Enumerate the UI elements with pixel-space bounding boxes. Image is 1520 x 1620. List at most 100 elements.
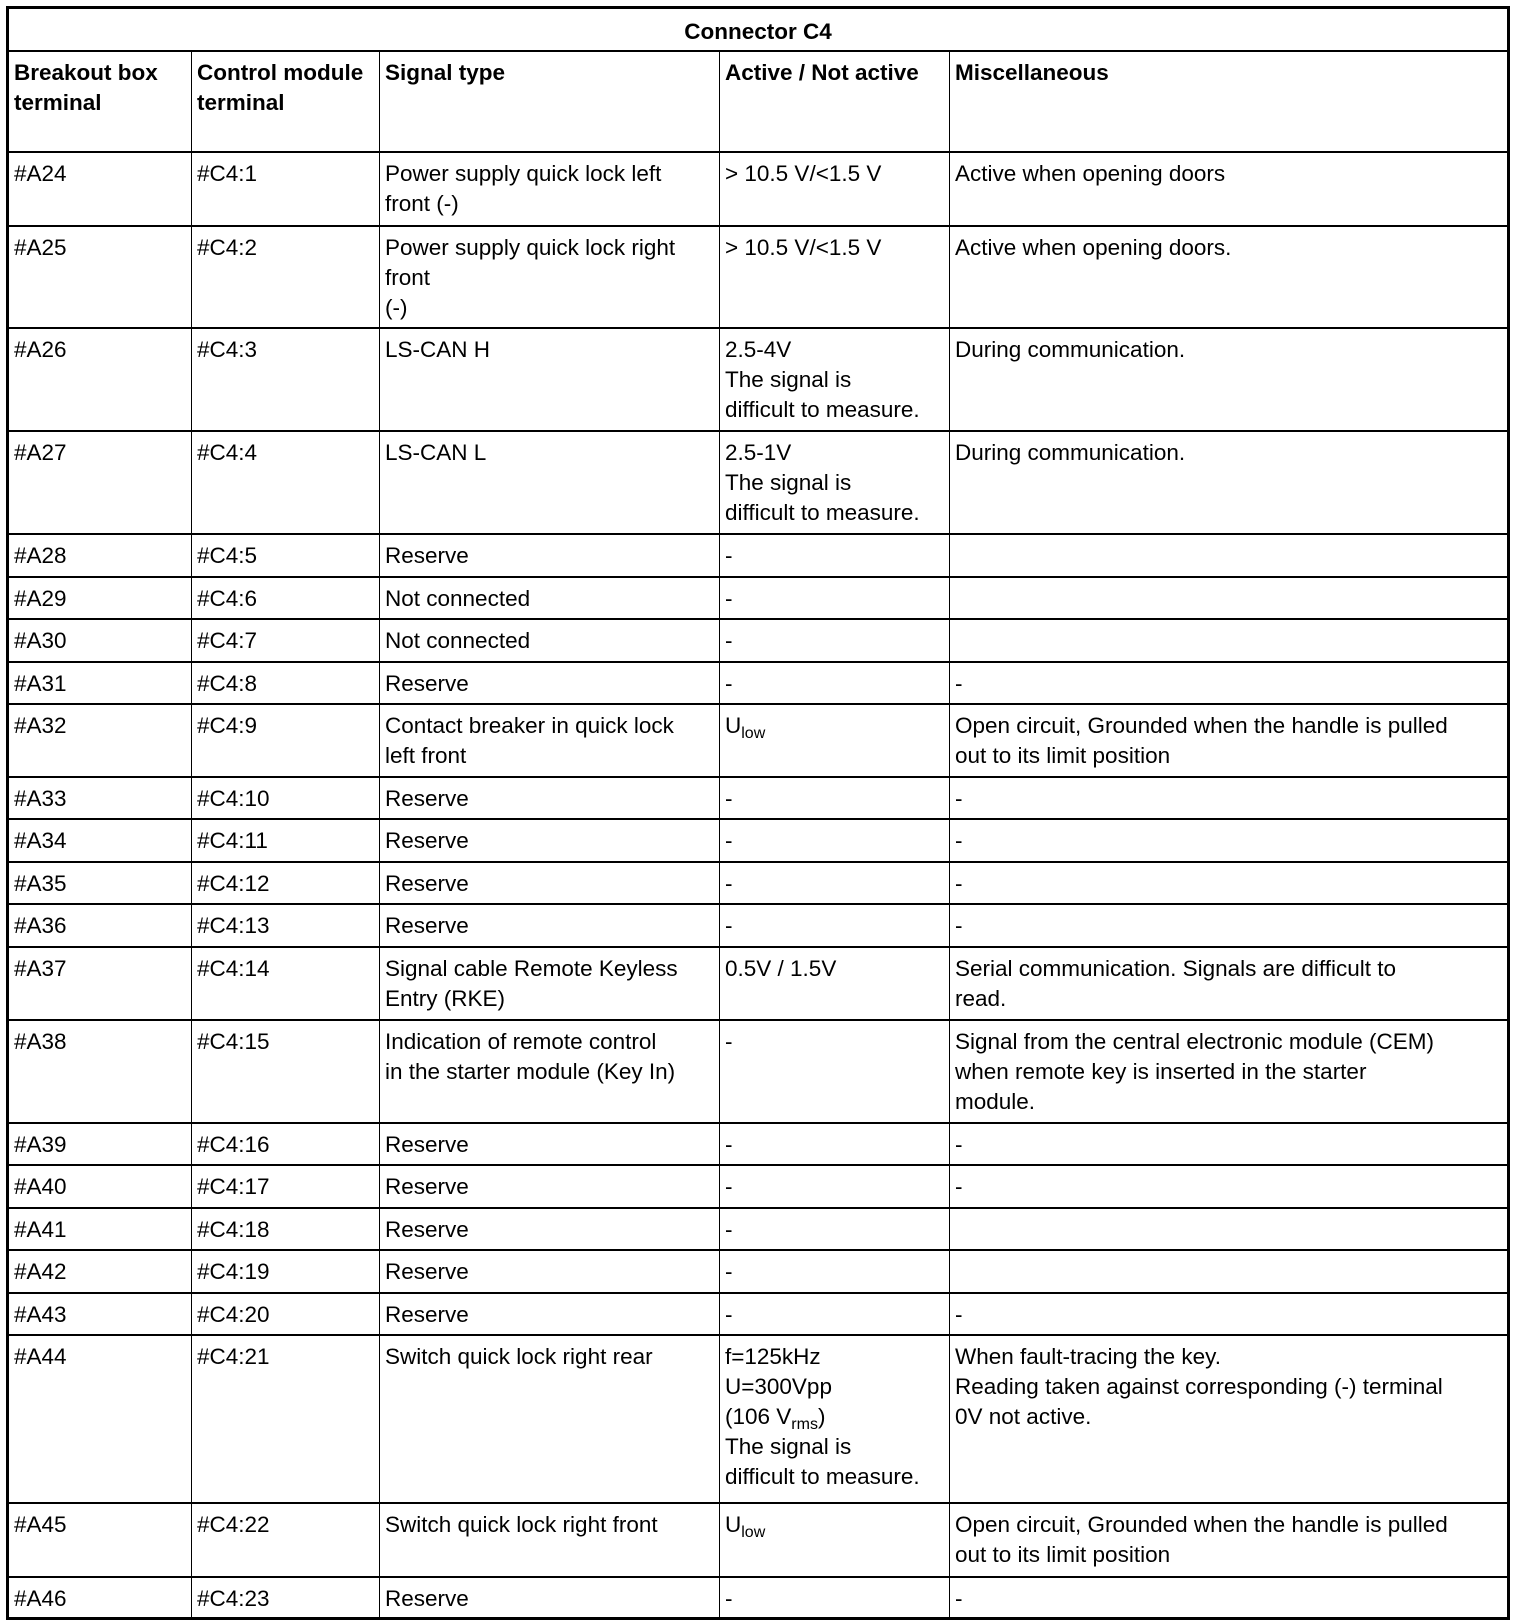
table-row: #A26 #C4:3 LS-CAN H 2.5-4V The signal is diff…	[7, 327, 1509, 432]
cell-line: > 10.5 V/<1.5 V	[725, 235, 882, 260]
cell-line: #C4:21	[197, 1344, 270, 1369]
connector-c4-table: Connector C4 Breakout box terminal Contro…	[6, 6, 1510, 1620]
cell-breakout-box-terminal: #A30	[7, 618, 192, 663]
table-row: #A45 #C4:22 Switch quick lock right front U…	[7, 1502, 1509, 1578]
cell-line: Open circuit, Grounded when the handle i…	[955, 1512, 1448, 1537]
cell-line: -	[955, 828, 963, 853]
cell-miscellaneous	[949, 1249, 1509, 1294]
cell-signal-type: Not connected	[379, 576, 720, 620]
cell-line: module.	[955, 1089, 1036, 1114]
cell-active-not-active: -	[719, 661, 950, 705]
cell-line: Signal from the central electronic modul…	[955, 1029, 1434, 1054]
cell-line: #A33	[14, 786, 67, 811]
cell-line: #A38	[14, 1029, 67, 1054]
value-text: U	[725, 713, 742, 738]
column-header-breakout-box-terminal: Breakout box terminal	[7, 50, 192, 153]
table-row: #A27 #C4:4 LS-CAN L 2.5-1V The signal is diff…	[7, 430, 1509, 535]
cell-breakout-box-terminal: #A36	[7, 903, 192, 948]
cell-active-not-active: -	[719, 861, 950, 905]
cell-active-not-active: -	[719, 1019, 950, 1124]
cell-line: -	[725, 543, 733, 568]
cell-line: The signal is	[725, 367, 852, 392]
table-row: #A41 #C4:18 Reserve -	[7, 1207, 1509, 1251]
cell-line: #C4:8	[197, 671, 258, 696]
cell-signal-type: Power supply quick lock left front (-)	[379, 151, 720, 227]
cell-line: f=125kHz	[725, 1344, 821, 1369]
cell-line: #C4:16	[197, 1132, 270, 1157]
cell-miscellaneous: -	[949, 1292, 1509, 1336]
table-row: #A28 #C4:5 Reserve -	[7, 533, 1509, 578]
cell-miscellaneous	[949, 618, 1509, 663]
cell-line: Power supply quick lock left	[385, 161, 662, 186]
cell-active-not-active: -	[719, 576, 950, 620]
table-row: #A43 #C4:20 Reserve - -	[7, 1292, 1509, 1336]
cell-line: #C4:12	[197, 871, 270, 896]
cell-line: #A31	[14, 671, 67, 696]
cell-line: #A29	[14, 586, 67, 611]
cell-miscellaneous: Serial communication. Signals are diffic…	[949, 946, 1509, 1021]
cell-miscellaneous: -	[949, 661, 1509, 705]
value-subscript: low	[741, 1524, 766, 1541]
cell-signal-type: Not connected	[379, 618, 720, 663]
cell-line: Active when opening doors.	[955, 235, 1232, 260]
cell-line: (-)	[385, 295, 408, 320]
cell-line: Reserve	[385, 1174, 469, 1199]
cell-breakout-box-terminal: #A37	[7, 946, 192, 1021]
cell-miscellaneous: Signal from the central electronic modul…	[949, 1019, 1509, 1124]
cell-line: 0.5V / 1.5V	[725, 956, 837, 981]
cell-breakout-box-terminal: #A28	[7, 533, 192, 578]
cell-line: #C4:2	[197, 235, 258, 260]
cell-line: -	[955, 1586, 963, 1611]
cell-line: #C4:22	[197, 1512, 270, 1537]
table-row: #A44 #C4:21 Switch quick lock right rear f=…	[7, 1334, 1509, 1504]
cell-line: #C4:17	[197, 1174, 270, 1199]
cell-line: U=300Vpp	[725, 1374, 832, 1399]
cell-line: Reserve	[385, 1217, 469, 1242]
cell-line: -	[725, 828, 733, 853]
cell-control-module-terminal: #C4:14	[191, 946, 380, 1021]
cell-control-module-terminal: #C4:22	[191, 1502, 380, 1578]
cell-line: difficult to measure.	[725, 1464, 920, 1489]
cell-line: #C4:19	[197, 1259, 270, 1284]
cell-active-not-active: -	[719, 1164, 950, 1209]
cell-control-module-terminal: #C4:7	[191, 618, 380, 663]
cell-line: #A36	[14, 913, 67, 938]
cell-line: -	[955, 671, 963, 696]
cell-breakout-box-terminal: #A44	[7, 1334, 192, 1504]
table-row: #A30 #C4:7 Not connected -	[7, 618, 1509, 663]
cell-line: front (-)	[385, 191, 459, 216]
table-row: #A42 #C4:19 Reserve -	[7, 1249, 1509, 1294]
table-row: #A32 #C4:9 Contact breaker in quick lock le…	[7, 703, 1509, 778]
table-row: #A35 #C4:12 Reserve - -	[7, 861, 1509, 905]
cell-breakout-box-terminal: #A25	[7, 225, 192, 329]
cell-line: #A40	[14, 1174, 67, 1199]
cell-signal-type: Switch quick lock right front	[379, 1502, 720, 1578]
cell-line: #A42	[14, 1259, 67, 1284]
cell-control-module-terminal: #C4:23	[191, 1576, 380, 1619]
cell-line: -	[725, 913, 733, 938]
cell-line: #A30	[14, 628, 67, 653]
cell-line: #A45	[14, 1512, 67, 1537]
cell-line: -	[725, 586, 733, 611]
cell-miscellaneous: -	[949, 1122, 1509, 1166]
cell-signal-type: LS-CAN H	[379, 327, 720, 432]
cell-line: left front	[385, 743, 467, 768]
cell-signal-type: LS-CAN L	[379, 430, 720, 535]
cell-signal-type: Reserve	[379, 861, 720, 905]
cell-line: out to its limit position	[955, 1542, 1171, 1567]
cell-line: Reserve	[385, 913, 469, 938]
cell-line: Serial communication. Signals are diffic…	[955, 956, 1397, 981]
cell-breakout-box-terminal: #A45	[7, 1502, 192, 1578]
cell-line: difficult to measure.	[725, 500, 920, 525]
cell-line: #A46	[14, 1586, 67, 1611]
cell-active-not-active: > 10.5 V/<1.5 V	[719, 151, 950, 227]
cell-line: Open circuit, Grounded when the handle i…	[955, 713, 1448, 738]
cell-active-not-active: -	[719, 618, 950, 663]
cell-line: -	[725, 1217, 733, 1242]
cell-breakout-box-terminal: #A34	[7, 818, 192, 863]
cell-miscellaneous: Active when opening doors	[949, 151, 1509, 227]
cell-signal-type: Reserve	[379, 903, 720, 948]
cell-line: -	[955, 1302, 963, 1327]
table-row: #A29 #C4:6 Not connected -	[7, 576, 1509, 620]
cell-line: #A35	[14, 871, 67, 896]
